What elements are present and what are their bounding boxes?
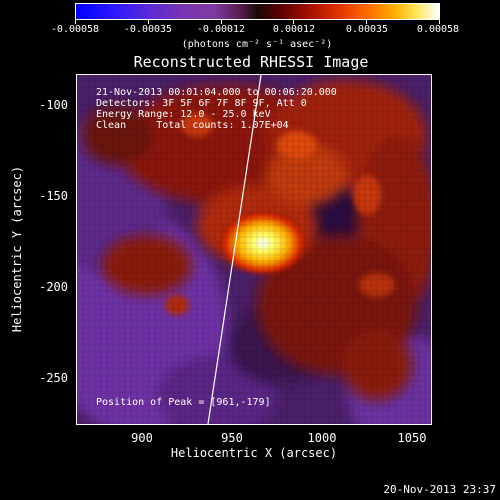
x-tick-label: 900 — [131, 431, 153, 445]
colorbar-tick — [148, 20, 149, 24]
detectors-text: Detectors: 3F 5F 6F 7F 8F 9F, Att 0 — [96, 98, 307, 109]
colorbar — [75, 3, 440, 24]
peak-position-text: Position of Peak = [961,-179] — [96, 397, 271, 408]
y-tick-label: -150 — [39, 189, 68, 203]
y-tick-label: -200 — [39, 280, 68, 294]
x-tick-label: 1000 — [307, 431, 337, 445]
y-tick-label: -250 — [39, 371, 68, 385]
x-tick-label: 1050 — [397, 431, 427, 445]
x-axis-label: Heliocentric X (arcsec) — [170, 446, 338, 460]
plot-title: Reconstructed RHESSI Image — [133, 53, 369, 71]
colorbar-tick — [293, 20, 294, 24]
colorbar-tick-label: -0.00035 — [123, 24, 173, 35]
colorbar-gradient — [75, 3, 440, 20]
colorbar-tick — [366, 20, 367, 24]
pixel-grid — [77, 75, 431, 424]
colorbar-tick-label: 0.00035 — [345, 24, 389, 35]
rhessi-image — [77, 75, 431, 424]
generation-timestamp: 20-Nov-2013 23:37 — [383, 483, 496, 496]
colorbar-tick-label: -0.00058 — [50, 24, 100, 35]
colorbar-units: (photons cm⁻² s⁻¹ asec⁻²) — [181, 39, 333, 50]
colorbar-tick-label: -0.00012 — [196, 24, 246, 35]
image-plot — [76, 74, 432, 425]
time-range-text: 21-Nov-2013 00:01:04.000 to 00:06:20.000 — [96, 87, 337, 98]
colorbar-tick — [439, 20, 440, 24]
colorbar-tick-label: 0.00012 — [272, 24, 316, 35]
y-axis-label: Heliocentric Y (arcsec) — [10, 165, 24, 333]
energy-range-text: Energy Range: 12.0 - 25.0 keV — [96, 109, 271, 120]
x-tick-label: 950 — [221, 431, 243, 445]
y-tick-label: -100 — [39, 98, 68, 112]
solar-limb-line — [207, 75, 262, 424]
colorbar-tick — [75, 20, 76, 24]
colorbar-tick — [221, 20, 222, 24]
colorbar-tick-label: 0.00058 — [416, 24, 460, 35]
clean-counts-text: Clean Total counts: 1.07E+04 — [96, 120, 289, 131]
